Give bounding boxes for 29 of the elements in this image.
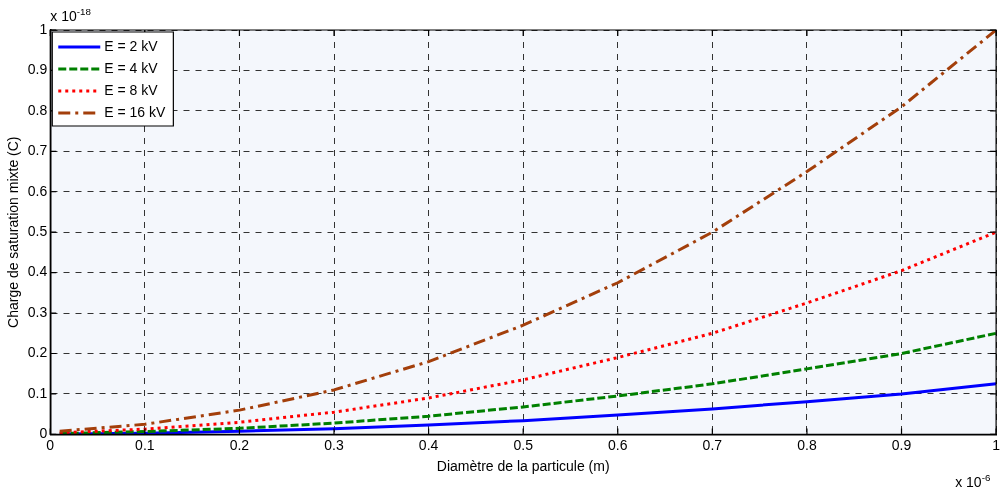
y-tick-label: 0.3 xyxy=(27,303,48,320)
y-tick-label: 0.4 xyxy=(27,263,48,280)
legend-label: E = 8 kV xyxy=(104,81,159,98)
y-tick-label: 0.9 xyxy=(27,61,48,78)
x-tick-label: 1 xyxy=(992,436,1001,453)
x-tick-label: 0.8 xyxy=(797,436,817,453)
y-tick-label: 0.6 xyxy=(27,182,48,199)
line-series xyxy=(58,30,997,433)
x-tick-label: 0.7 xyxy=(702,436,723,453)
x-tick-label: 0.6 xyxy=(608,436,628,453)
x-tick-label: 0.1 xyxy=(135,436,155,453)
y-tick-label: 1 xyxy=(39,20,48,37)
y-tick-label: 0.8 xyxy=(27,101,48,118)
line-series xyxy=(58,230,997,435)
legend-label: E = 16 kV xyxy=(104,103,167,120)
y-tick-label: 0.5 xyxy=(27,223,48,240)
y-tick-label: 0 xyxy=(39,425,48,442)
x-tick-label: 0.2 xyxy=(229,436,250,453)
x-tick-label: 0.9 xyxy=(891,436,912,453)
y-tick-label: 0.1 xyxy=(27,384,48,401)
x-axis-title: Diamètre de la particule (m) xyxy=(436,458,610,475)
x-tick-label: 0.4 xyxy=(418,436,439,453)
legend-label: E = 2 kV xyxy=(104,37,159,54)
x-tick-label: 0.3 xyxy=(324,436,344,453)
x-tick-label: 0.5 xyxy=(513,436,534,453)
y-axis-title: Charge de saturation mixte (C) xyxy=(5,136,22,328)
y-tick-label: 0.2 xyxy=(27,344,48,361)
y-tick-label: 0.7 xyxy=(27,142,48,159)
legend-label: E = 4 kV xyxy=(104,59,159,76)
